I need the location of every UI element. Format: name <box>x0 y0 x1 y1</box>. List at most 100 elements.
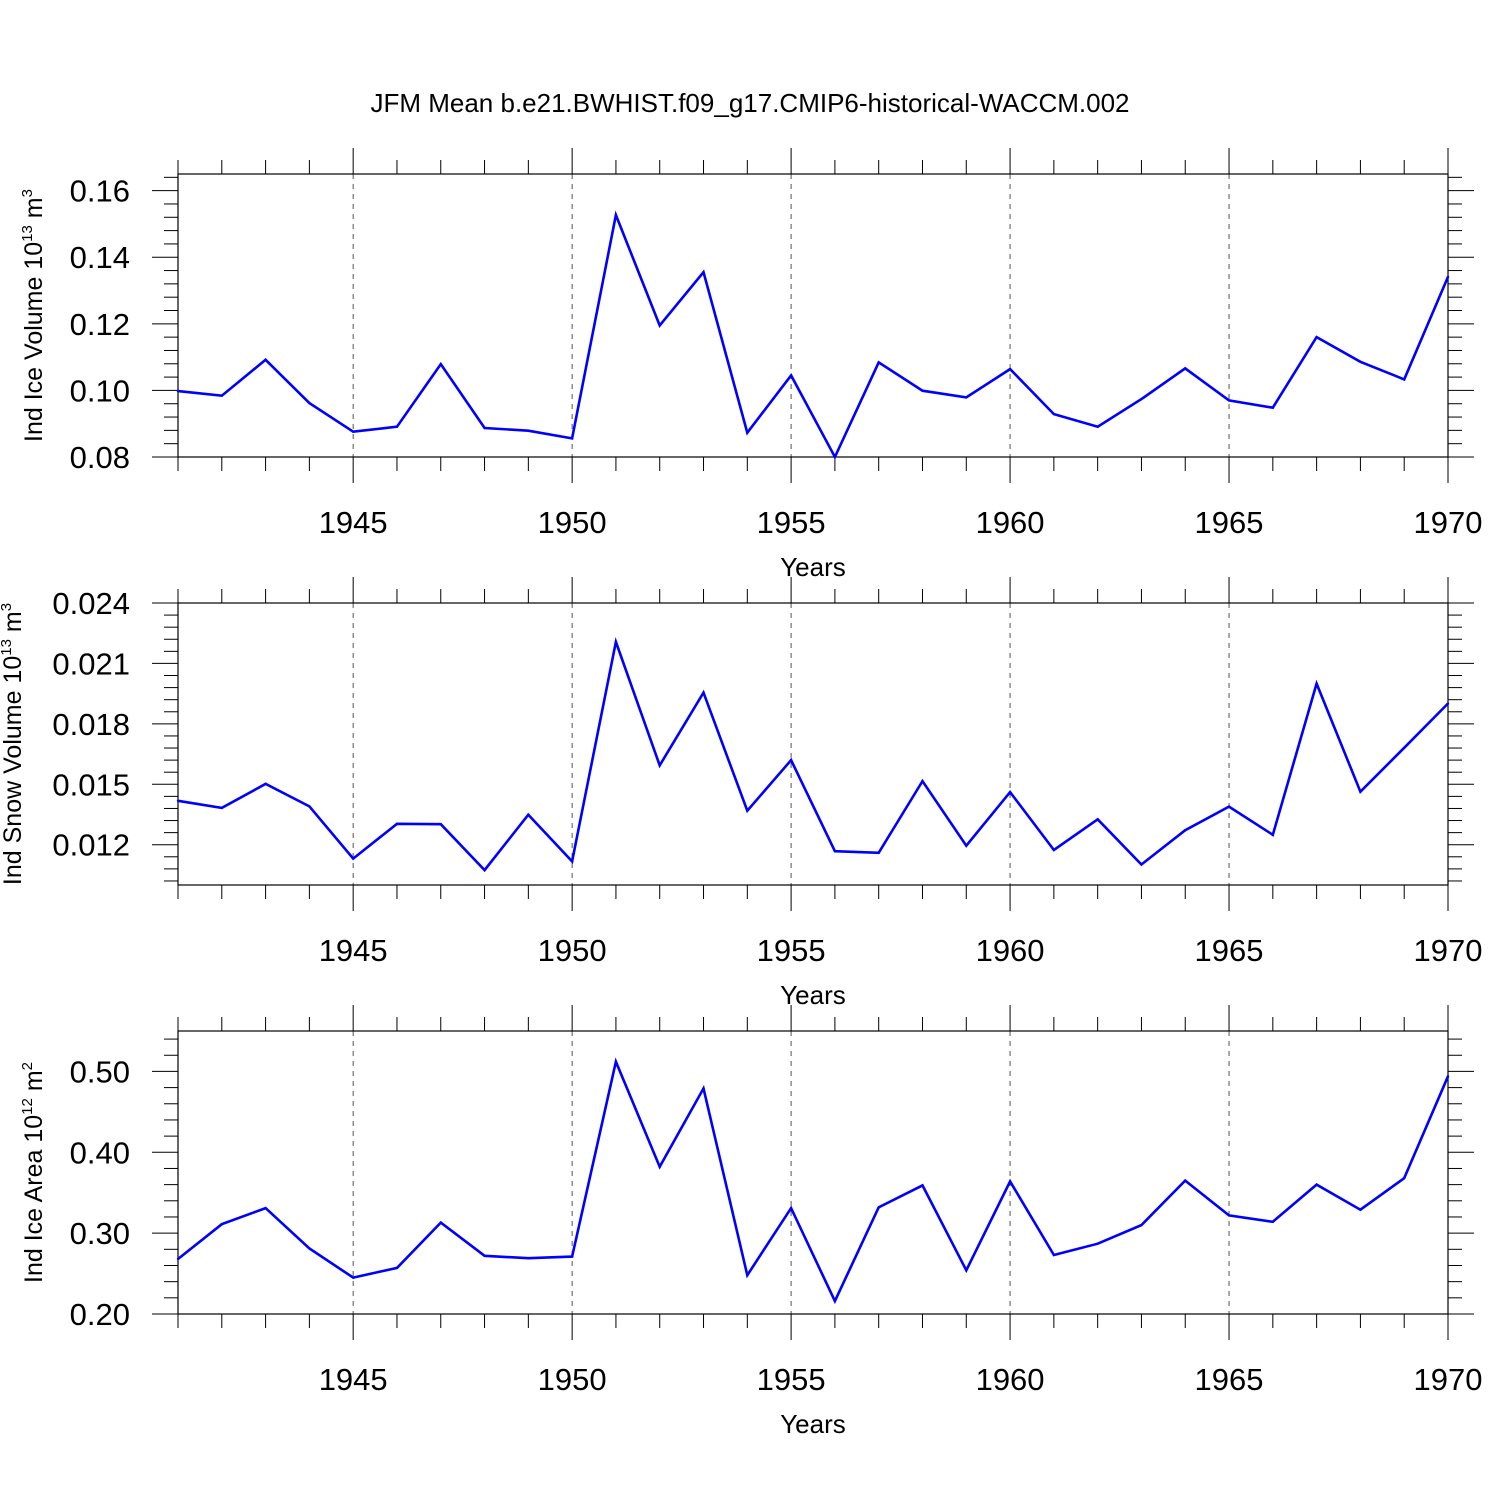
data-point <box>351 430 355 433</box>
data-point <box>176 1257 180 1261</box>
x-tick-label: 1945 <box>319 505 388 540</box>
data-point <box>1096 1242 1099 1245</box>
data-point <box>570 860 574 863</box>
data-point <box>833 849 837 853</box>
x-tick-label: 1955 <box>757 1362 826 1397</box>
data-point <box>483 868 486 872</box>
data-point <box>1359 1208 1362 1211</box>
y-tick-label: 0.12 <box>70 307 130 342</box>
x-axis-label: Years <box>780 552 846 582</box>
x-tick-label: 1945 <box>319 1362 388 1397</box>
data-point <box>702 691 705 694</box>
y-tick-label: 0.012 <box>52 828 130 863</box>
data-point <box>833 1299 837 1303</box>
data-point <box>746 1273 749 1277</box>
data-point <box>570 437 574 440</box>
y-tick-label: 0.14 <box>70 240 130 275</box>
series-line <box>177 637 1449 873</box>
data-point <box>1096 818 1099 821</box>
x-axis-label: Years <box>780 1409 846 1439</box>
data-point <box>1140 1223 1143 1227</box>
data-point <box>1315 1183 1318 1186</box>
data-point <box>483 1254 486 1257</box>
chart-panel-3: 0.20 0.30 0.40 0.50 1945 1950 1955 1960 1965 1970… <box>19 1005 1482 1439</box>
plot-frame <box>177 1030 1449 1315</box>
data-point <box>614 1060 618 1063</box>
data-point <box>1403 746 1406 750</box>
x-tick-label: 1965 <box>1195 505 1264 540</box>
x-tick-label: 1950 <box>538 933 607 968</box>
data-point <box>351 1276 355 1279</box>
data-point <box>264 782 267 786</box>
data-point <box>965 1269 968 1272</box>
data-point <box>614 640 618 644</box>
y-tick-label: 0.08 <box>70 440 130 475</box>
data-point <box>1271 1220 1275 1224</box>
data-point <box>1052 412 1056 416</box>
data-point <box>395 822 399 825</box>
data-point <box>833 455 837 459</box>
data-point <box>1227 805 1231 808</box>
plot-frame <box>177 173 1449 458</box>
data-point <box>921 389 924 392</box>
data-point <box>1096 425 1099 428</box>
data-point <box>1052 848 1056 852</box>
data-point <box>1271 833 1275 837</box>
data-point <box>527 429 530 432</box>
data-point <box>1140 397 1143 401</box>
data-point <box>1403 378 1406 381</box>
y-tick-label: 0.018 <box>52 707 130 742</box>
data-point <box>1315 335 1318 339</box>
x-tick-label: 1970 <box>1414 505 1483 540</box>
data-point <box>264 1206 267 1210</box>
x-tick-label: 1960 <box>976 1362 1045 1397</box>
data-point <box>1008 367 1012 371</box>
data-point <box>220 394 223 397</box>
data-point <box>308 805 311 808</box>
data-point <box>1315 682 1318 685</box>
data-point <box>877 361 880 364</box>
x-tick-label: 1955 <box>757 933 826 968</box>
chart-title: JFM Mean b.e21.BWHIST.f09_g17.CMIP6-hist… <box>370 88 1129 118</box>
data-point <box>264 358 267 361</box>
data-point <box>1227 399 1231 402</box>
data-point <box>527 813 530 816</box>
data-point <box>439 822 442 826</box>
data-point <box>439 1221 442 1224</box>
data-point <box>351 857 355 860</box>
data-point <box>746 431 749 434</box>
data-point <box>1446 275 1450 279</box>
data-point <box>1227 1214 1231 1217</box>
y-axis-label: Ind Ice Volume 1013 m3 <box>19 189 48 442</box>
x-tick-label: 1950 <box>538 505 607 540</box>
data-point <box>220 1223 223 1226</box>
data-point <box>1271 406 1275 409</box>
data-point <box>789 374 793 377</box>
x-tick-label: 1965 <box>1195 933 1264 968</box>
x-tick-label: 1950 <box>538 1362 607 1397</box>
y-axis-label: Ind Ice Area 1012 m2 <box>19 1062 48 1283</box>
chart-panel-1: 0.08 0.10 0.12 0.14 0.16 1945 1950 1955 1960 1965… <box>19 148 1482 582</box>
x-axis-label: Years <box>780 980 846 1010</box>
data-point <box>395 425 399 428</box>
y-tick-label: 0.40 <box>70 1135 130 1170</box>
data-point <box>965 396 968 399</box>
data-point <box>877 1206 880 1209</box>
data-point <box>921 779 924 783</box>
data-point <box>746 809 749 812</box>
panels: 0.08 0.10 0.12 0.14 0.16 1945 1950 1955 1960 1965… <box>0 148 1482 1439</box>
data-point <box>395 1266 399 1270</box>
data-point <box>702 1087 705 1090</box>
x-tick-label: 1955 <box>757 505 826 540</box>
data-point <box>176 389 180 393</box>
data-point <box>176 799 180 803</box>
data-point <box>308 1247 311 1250</box>
data-point <box>1359 790 1362 793</box>
y-tick-label: 0.30 <box>70 1216 130 1251</box>
y-tick-label: 0.50 <box>70 1054 130 1089</box>
data-point <box>527 1257 530 1260</box>
y-tick-label: 0.20 <box>70 1297 130 1332</box>
data-point <box>570 1255 574 1258</box>
plot-frame <box>177 602 1449 886</box>
data-point <box>1403 1176 1406 1180</box>
